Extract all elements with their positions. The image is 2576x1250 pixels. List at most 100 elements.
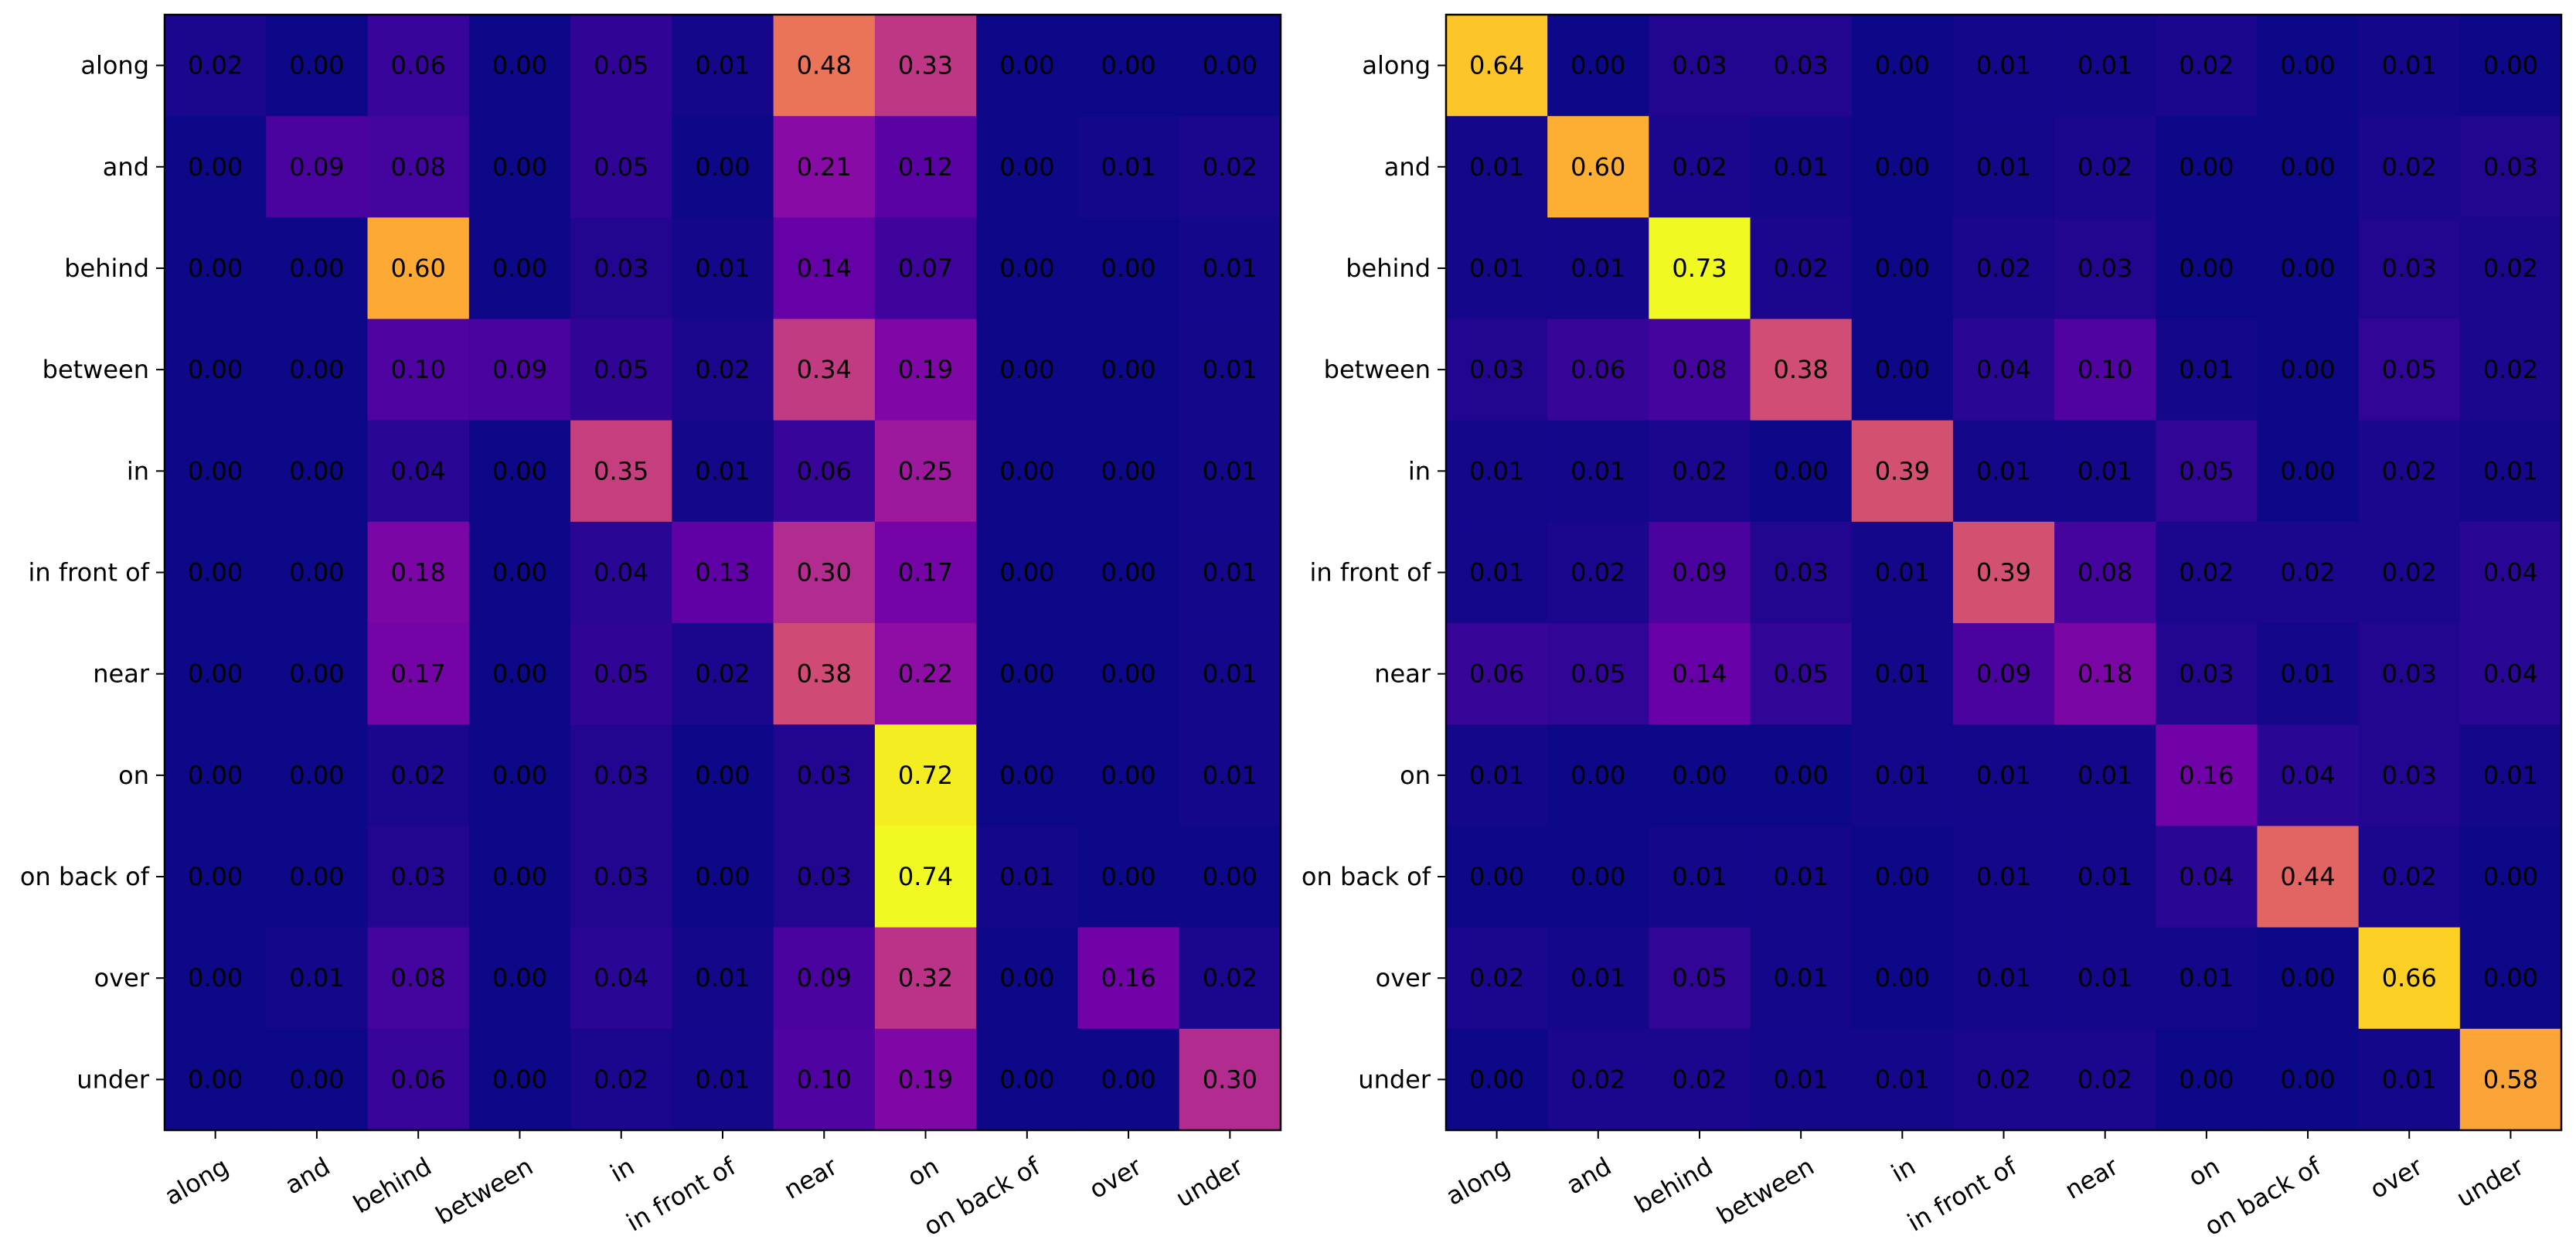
heatmap-cell-r7-c4: [1851, 724, 1954, 827]
heatmap-cell-label: 0.18: [391, 558, 446, 588]
heatmap-cell-r6-c1: [266, 623, 369, 725]
heatmap-cell-label: 0.00: [1875, 254, 1930, 283]
heatmap-cell-r3-c7: [874, 318, 977, 421]
heatmap-cell-r0-c1: [1547, 15, 1649, 117]
x-tick-label: under: [2452, 1151, 2530, 1213]
heatmap-cell-r3-c9: [1077, 318, 1180, 421]
heatmap-cell-label: 0.01: [1469, 761, 1524, 790]
heatmap-cell-label: 0.00: [1101, 51, 1155, 80]
heatmap-cell-r10-c3: [468, 1028, 571, 1131]
heatmap-cell-label: 0.01: [2077, 456, 2132, 485]
heatmap-cell-label: 0.02: [1570, 1064, 1625, 1094]
heatmap-cell-label: 0.00: [999, 254, 1054, 283]
left-confusion-matrix: 0.02 0.00 0.06 0.00 0.05 0.01 0.48 0.33 0.00 0.00…: [20, 13, 1282, 1241]
heatmap-cell-label: 0.03: [1672, 51, 1727, 80]
heatmap-cell-label: 0.10: [797, 1064, 852, 1094]
heatmap-cell-label: 0.19: [898, 1064, 953, 1094]
heatmap-cell-label: 0.39: [1976, 558, 2031, 588]
heatmap-cell-r9-c5: [672, 927, 774, 1030]
heatmap-cell-r1-c2: [1649, 116, 1751, 218]
heatmap-cell-label: 0.01: [2382, 51, 2437, 80]
heatmap-cell-r2-c1: [266, 217, 369, 320]
x-tick-label: behind: [349, 1152, 437, 1220]
heatmap-cell-label: 0.16: [1101, 963, 1155, 993]
heatmap-cell-r2-c10: [1179, 217, 1281, 320]
heatmap-cell-r5-c10: [1179, 521, 1281, 624]
heatmap-cell-r2-c4: [1851, 217, 1954, 320]
heatmap-cell-label: 0.35: [594, 456, 648, 485]
heatmap-cell-label: 0.00: [289, 659, 344, 689]
heatmap-cell-label: 0.03: [594, 862, 648, 891]
heatmap-cell-r10-c5: [1952, 1028, 2055, 1131]
heatmap-cell-r9-c8: [2257, 927, 2360, 1030]
heatmap-cell-r4-c4: [1851, 420, 1954, 523]
y-tick-label: between: [1324, 355, 1431, 384]
heatmap-cell-r4-c3: [468, 420, 571, 523]
heatmap-cell-label: 0.00: [289, 51, 344, 80]
heatmap-cell-label: 0.05: [594, 659, 648, 689]
heatmap-cell-label: 0.02: [1976, 254, 2031, 283]
heatmap-cell-label: 0.44: [2280, 862, 2335, 891]
heatmap-cell-label: 0.08: [2077, 558, 2132, 588]
heatmap-cell-label: 0.01: [695, 1064, 750, 1094]
x-tick-label: near: [2060, 1151, 2124, 1205]
heatmap-cell-label: 0.01: [1101, 152, 1155, 182]
heatmap-cell-r3-c1: [266, 318, 369, 421]
y-tick-label: between: [43, 355, 149, 384]
heatmap-cell-label: 0.72: [898, 761, 953, 790]
heatmap-cell-label: 0.00: [1469, 1064, 1524, 1094]
heatmap-cell-r2-c5: [672, 217, 774, 320]
heatmap-cell-label: 0.01: [1976, 963, 2031, 993]
heatmap-cell-r0-c4: [1851, 15, 1954, 117]
heatmap-cell-r9-c3: [1750, 927, 1853, 1030]
heatmap-cell-r8-c4: [1851, 826, 1954, 928]
heatmap-cell-label: 0.00: [999, 963, 1054, 993]
y-tick-label: on: [1400, 761, 1431, 790]
heatmap-cell-label: 0.01: [695, 963, 750, 993]
heatmap-cell-r0-c6: [773, 15, 876, 117]
heatmap-cell-label: 0.00: [1875, 862, 1930, 891]
heatmap-cell-label: 0.00: [289, 862, 344, 891]
heatmap-cell-label: 0.00: [492, 254, 547, 283]
heatmap-cell-r10-c2: [367, 1028, 470, 1131]
heatmap-cell-label: 0.00: [1875, 355, 1930, 384]
heatmap-cell-label: 0.02: [1672, 456, 1727, 485]
heatmap-cell-r8-c2: [367, 826, 470, 928]
heatmap-cell-r1-c4: [570, 116, 672, 218]
heatmap-cell-label: 0.01: [1774, 862, 1829, 891]
heatmap-cell-r7-c1: [1547, 724, 1649, 827]
heatmap-cell-r4-c8: [976, 420, 1079, 523]
heatmap-cell-r2-c5: [1952, 217, 2055, 320]
heatmap-cell-label: 0.00: [999, 558, 1054, 588]
heatmap-cell-r7-c5: [1952, 724, 2055, 827]
heatmap-cell-label: 0.06: [391, 51, 446, 80]
heatmap-cell-r1-c3: [468, 116, 571, 218]
heatmap-cell-label: 0.01: [1672, 862, 1727, 891]
heatmap-cell-label: 0.13: [695, 558, 750, 588]
heatmap-cell-r2-c7: [2156, 217, 2258, 320]
heatmap-cell-r4-c8: [2257, 420, 2360, 523]
heatmap-cell-r8-c4: [570, 826, 672, 928]
heatmap-cell-label: 0.48: [797, 51, 852, 80]
heatmap-cell-label: 0.00: [999, 456, 1054, 485]
y-tick-label: behind: [1346, 254, 1431, 283]
heatmap-cell-label: 0.04: [2179, 862, 2234, 891]
heatmap-cell-r2-c9: [2358, 217, 2461, 320]
heatmap-cell-label: 0.02: [1469, 963, 1524, 993]
heatmap-cell-r7-c6: [2054, 724, 2156, 827]
heatmap-cell-label: 0.00: [188, 1064, 243, 1094]
x-tick-label: on: [2183, 1152, 2225, 1193]
heatmap-cell-r8-c10: [1179, 826, 1281, 928]
heatmap-cell-label: 0.16: [2179, 761, 2234, 790]
heatmap-cell-r4-c2: [367, 420, 470, 523]
heatmap-cell-r4-c6: [773, 420, 876, 523]
y-tick-label: in: [127, 456, 149, 485]
heatmap-cell-r10-c1: [266, 1028, 369, 1131]
heatmap-cell-r4-c1: [1547, 420, 1649, 523]
heatmap-cell-r5-c0: [1446, 521, 1548, 624]
heatmap-cell-label: 0.00: [492, 1064, 547, 1094]
heatmap-cell-r10-c10: [2459, 1028, 2562, 1131]
heatmap-cell-r2-c4: [570, 217, 672, 320]
y-tick-label: along: [1362, 51, 1431, 80]
heatmap-cell-label: 0.00: [492, 862, 547, 891]
